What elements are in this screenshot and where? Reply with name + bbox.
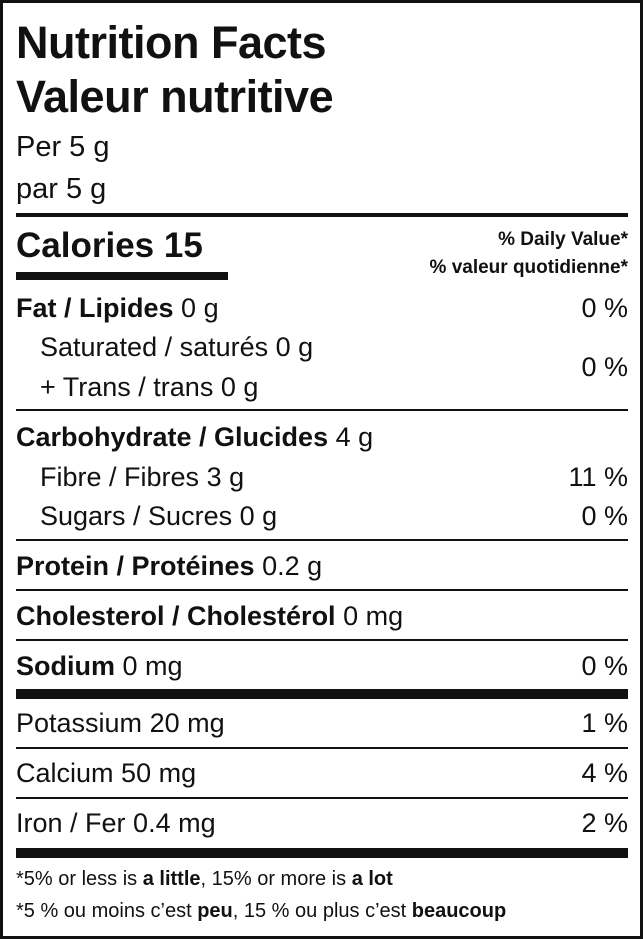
divider [16,409,628,411]
fibre-label: Fibre / Fibres [40,462,200,492]
potassium-amount: 20 mg [149,708,225,738]
row-sodium: Sodium 0 mg 0 % [16,649,628,683]
footnote-en: *5% or less is a little, 15% or more is … [16,863,393,895]
iron-amount: 0.4 mg [133,808,216,838]
footnote-en-text: , 15% or more is [200,868,352,890]
dv-header-en: % Daily Value* [498,229,628,250]
calories-value: 15 [163,226,203,265]
row-fibre: Fibre / Fibres 3 g 11 % [40,460,628,494]
fat-amount: 0 g [181,293,219,323]
divider [16,213,628,217]
iron-dv: 2 % [581,808,628,838]
row-saturated: Saturated / saturés 0 g [40,330,628,364]
thick-divider [16,848,628,858]
sugars-amount: 0 g [239,501,278,531]
row-sugars: Sugars / Sucres 0 g 0 % [40,499,628,533]
row-potassium: Potassium 20 mg 1 % [16,706,628,740]
calcium-label: Calcium [16,758,114,788]
divider [16,589,628,591]
row-fat: Fat / Lipides 0 g 0 % [16,291,628,325]
divider [16,639,628,641]
row-cholesterol: Cholesterol / Cholestérol 0 mg [16,599,628,633]
cholesterol-amount: 0 mg [343,601,404,631]
carb-amount: 4 g [335,422,374,452]
footnote-fr-bold: beaucoup [411,900,507,922]
row-carbohydrate: Carbohydrate / Glucides 4 g [16,420,628,454]
row-calcium: Calcium 50 mg 4 % [16,756,628,790]
row-iron: Iron / Fer 0.4 mg 2 % [16,806,628,840]
fat-dv: 0 % [581,293,628,323]
footnote-fr-bold: peu [197,900,233,922]
calories-label: Calories [16,226,155,265]
divider [16,539,628,541]
calories-underbar [16,272,228,280]
sodium-dv: 0 % [581,651,628,681]
cholesterol-label: Cholesterol / Cholestérol [16,601,336,631]
thick-divider [16,689,628,699]
title-fr: Valeur nutritive [16,71,334,122]
protein-amount: 0.2 g [262,551,323,581]
footnote-en-bold: a lot [351,868,393,890]
footnote-en-bold: a little [142,868,201,890]
serving-en: Per 5 g [16,131,110,163]
footnote-fr: *5 % ou moins c’est peu, 15 % ou plus c’… [16,895,506,927]
row-trans: + Trans / trans 0 g [40,370,628,404]
fibre-amount: 3 g [206,462,245,492]
serving-fr: par 5 g [16,173,107,205]
divider [16,747,628,749]
carb-label: Carbohydrate / Glucides [16,422,329,452]
calories: Calories 15 [16,224,203,268]
sodium-amount: 0 mg [122,651,183,681]
footnote-fr-text: , 15 % ou plus c’est [232,900,412,922]
sat-trans-dv: 0 % [581,352,628,382]
iron-label: Iron / Fer [16,808,126,838]
row-protein: Protein / Protéines 0.2 g [16,549,628,583]
fat-label: Fat / Lipides [16,293,174,323]
saturated-amount: 0 g [275,332,314,362]
trans-amount: 0 g [220,372,259,402]
divider [16,797,628,799]
sodium-label: Sodium [16,651,115,681]
calcium-amount: 50 mg [121,758,197,788]
saturated-label: Saturated / saturés [40,332,269,362]
sugars-label: Sugars / Sucres [40,501,233,531]
footnote-en-text: *5% or less is [16,868,143,890]
fibre-dv: 11 % [568,462,628,492]
calcium-dv: 4 % [581,758,628,788]
potassium-dv: 1 % [581,708,628,738]
footnote-fr-text: *5 % ou moins c’est [16,900,198,922]
sugars-dv: 0 % [581,501,628,531]
protein-label: Protein / Protéines [16,551,255,581]
trans-label: + Trans / trans [40,372,214,402]
title-en: Nutrition Facts [16,17,327,68]
dv-header-fr: % valeur quotidienne* [429,257,628,278]
potassium-label: Potassium [16,708,143,738]
